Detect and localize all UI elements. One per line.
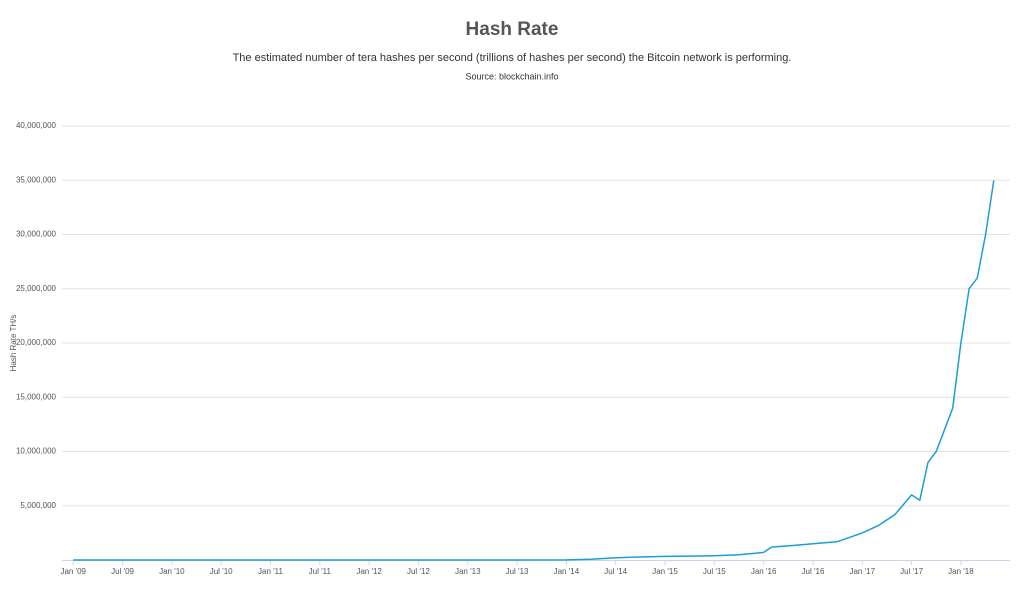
x-tick-label: Jan '13 — [455, 567, 481, 576]
x-tick-label: Jul '13 — [506, 567, 529, 576]
y-tick-label: 5,000,000 — [20, 501, 56, 510]
x-tick-label: Jan '17 — [849, 567, 875, 576]
y-tick-label: 25,000,000 — [16, 284, 57, 293]
data-line — [73, 180, 995, 561]
y-tick-label: 15,000,000 — [16, 392, 57, 401]
chart-title: Hash Rate — [466, 19, 559, 40]
chart-subtitle: The estimated number of tera hashes per … — [233, 52, 792, 64]
y-tick-label: 10,000,000 — [16, 447, 57, 456]
y-tick-label: 35,000,000 — [16, 175, 57, 184]
x-tick-label: Jul '12 — [407, 567, 430, 576]
y-tick-label: 20,000,000 — [16, 338, 57, 347]
y-tick-label: 40,000,000 — [16, 121, 57, 130]
y-tick-label: 30,000,000 — [16, 230, 57, 239]
x-tick-label: Jan '16 — [751, 567, 777, 576]
x-tick-label: Jan '11 — [258, 567, 284, 576]
x-tick-label: Jul '17 — [900, 567, 923, 576]
x-tick-label: Jul '14 — [604, 567, 627, 576]
x-tick-label: Jan '15 — [652, 567, 678, 576]
x-tick-label: Jul '11 — [309, 567, 332, 576]
x-tick-label: Jul '09 — [111, 567, 134, 576]
x-tick-label: Jan '09 — [60, 567, 86, 576]
y-axis-label: Hash Rate TH/s — [9, 315, 18, 372]
x-tick-label: Jul '16 — [802, 567, 825, 576]
x-tick-label: Jan '10 — [159, 567, 185, 576]
x-tick-label: Jan '18 — [948, 567, 974, 576]
x-tick-label: Jul '10 — [210, 567, 233, 576]
chart-source: Source: blockchain.info — [465, 71, 558, 81]
x-tick-label: Jan '12 — [356, 567, 382, 576]
x-tick-label: Jan '14 — [554, 567, 580, 576]
x-tick-label: Jul '15 — [703, 567, 726, 576]
